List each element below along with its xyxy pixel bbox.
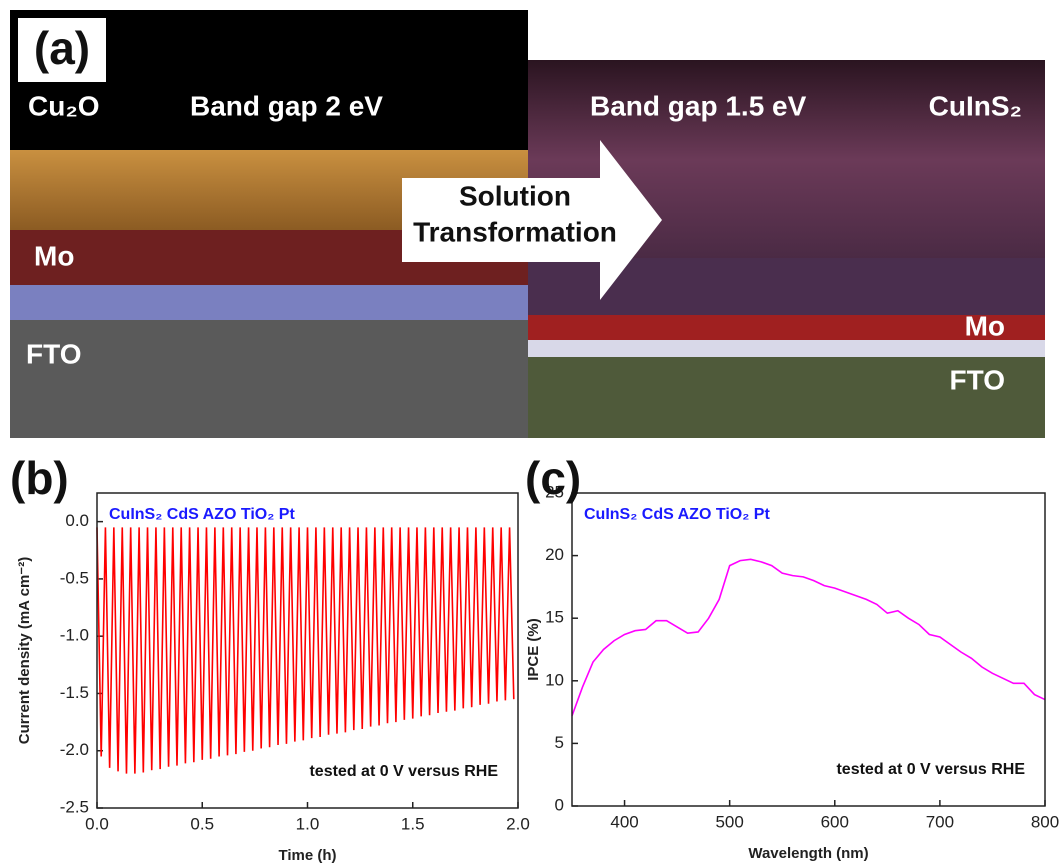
band-gap-label: Band gap 1.5 eV [590,90,807,121]
y-tick-label: 15 [545,608,564,627]
band-gap-label: Band gap 2 eV [190,90,383,121]
x-tick-label: 800 [1031,812,1059,831]
panel-label: (a) [34,22,90,74]
x-axis-label: Wavelength (nm) [748,845,868,862]
panel-label: (c) [525,452,581,504]
material-label: Cu₂O [28,90,100,121]
y-tick-label: 0.0 [65,511,89,530]
x-tick-label: 600 [821,812,849,831]
x-tick-label: 700 [926,812,954,831]
y-axis-label: IPCE (%) [525,618,542,681]
x-tick-label: 2.0 [506,814,530,833]
panel-label: (b) [10,452,69,504]
y-tick-label: -0.5 [60,568,89,587]
plot-frame [572,493,1045,806]
x-tick-label: 1.5 [401,814,425,833]
arrow-text: Solution [459,180,571,211]
x-tick-label: 1.0 [296,814,320,833]
annotation: tested at 0 V versus RHE [309,763,498,780]
y-tick-label: 0 [555,795,564,814]
layer-label: FTO [950,364,1005,395]
y-tick-label: -2.0 [60,740,89,759]
x-tick-label: 0.5 [190,814,214,833]
figure: (a) Cu₂O Band gap 2 eV Band gap 1.5 eV C… [0,0,1063,866]
x-tick-label: 500 [715,812,743,831]
y-tick-label: -1.5 [60,683,89,702]
arrow-text: Transformation [413,216,617,247]
y-tick-label: 5 [555,733,564,752]
y-tick-label: 20 [545,545,564,564]
x-tick-label: 0.0 [85,814,109,833]
y-axis-label: Current density (mA cm⁻²) [16,557,33,744]
y-tick-label: 10 [545,670,564,689]
legend-text: CuInS₂ CdS AZO TiO₂ Pt [109,506,295,523]
layer-label: FTO [26,338,81,369]
y-tick-label: -1.0 [60,626,89,645]
data-line [97,527,514,773]
layer-label: Mo [965,310,1005,341]
x-tick-label: 400 [610,812,638,831]
legend-text: CuInS₂ CdS AZO TiO₂ Pt [584,506,770,523]
material-label: CuInS₂ [929,90,1022,121]
layer-label: Mo [34,240,74,271]
annotation: tested at 0 V versus RHE [836,761,1025,778]
x-axis-label: Time (h) [278,847,336,864]
data-line [572,559,1045,716]
